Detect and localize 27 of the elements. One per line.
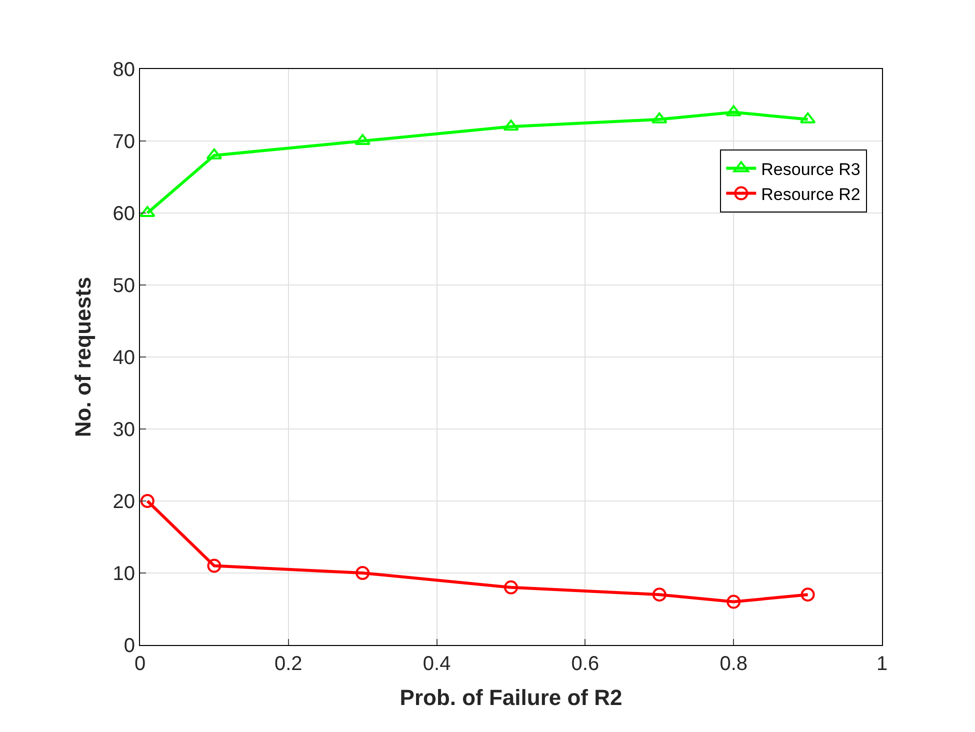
point bbox=[140, 494, 154, 508]
y-axis-title: No. of requests bbox=[70, 276, 96, 438]
x-tick-label: 0.2 bbox=[274, 653, 302, 675]
y-tick-label: 40 bbox=[112, 347, 135, 369]
point bbox=[726, 594, 741, 609]
y-tick-label: 20 bbox=[112, 491, 135, 513]
y-tick-label: 80 bbox=[112, 59, 135, 81]
y-tick-label: 70 bbox=[112, 131, 135, 153]
y-tick-label: 0 bbox=[124, 635, 135, 657]
y-tick-label: 10 bbox=[112, 563, 135, 585]
legend-label: Resource R2 bbox=[761, 184, 860, 204]
legend-label: Resource R3 bbox=[761, 160, 860, 179]
x-tick-label: 0.4 bbox=[422, 653, 451, 675]
point bbox=[503, 120, 519, 131]
point bbox=[140, 206, 156, 217]
point bbox=[504, 580, 518, 594]
point bbox=[800, 588, 815, 602]
x-axis-title: Prob. of Failure of R2 bbox=[400, 684, 622, 710]
point bbox=[207, 558, 222, 573]
x-tick-label: 0.8 bbox=[720, 653, 748, 675]
y-tick-label: 60 bbox=[112, 203, 135, 225]
y-tick-label: 30 bbox=[112, 419, 135, 441]
x-tick-label: 1 bbox=[876, 653, 888, 675]
x-tick-label: 0.6 bbox=[571, 653, 600, 675]
point bbox=[356, 566, 370, 580]
y-tick-label: 50 bbox=[112, 275, 135, 297]
point bbox=[652, 588, 666, 602]
